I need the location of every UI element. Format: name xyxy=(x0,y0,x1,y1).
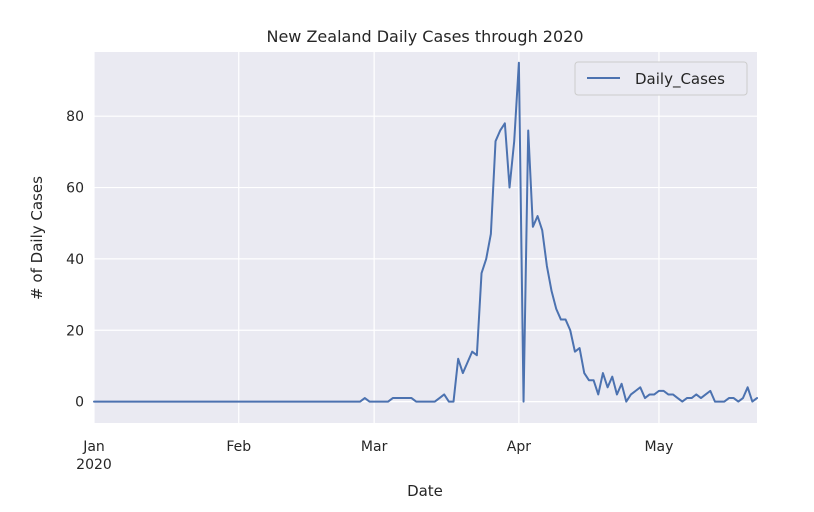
legend-label: Daily_Cases xyxy=(635,70,725,89)
series-line-daily-cases xyxy=(93,61,758,403)
y-tick-label: 0 xyxy=(75,395,84,411)
x-tick-label: Mar xyxy=(361,439,388,455)
legend: Daily_Cases xyxy=(574,61,748,96)
chart-title: New Zealand Daily Cases through 2020 xyxy=(266,27,583,46)
grid-lines xyxy=(93,52,757,423)
y-tick-label: 80 xyxy=(66,109,84,125)
y-tick-label: 60 xyxy=(66,181,84,197)
x-tick-sublabel: 2020 xyxy=(76,457,112,473)
series-group xyxy=(93,61,758,403)
legend-box xyxy=(574,61,748,96)
y-tick-labels: 0 20 40 60 80 xyxy=(66,109,84,410)
y-axis-label: # of Daily Cases xyxy=(28,176,46,300)
plot-area xyxy=(94,52,757,423)
x-tick-label: May xyxy=(644,439,673,455)
x-tick-labels: Jan 2020 Feb Mar Apr May xyxy=(76,439,673,473)
x-axis-label: Date xyxy=(407,482,443,500)
x-tick-label: Jan xyxy=(82,439,105,455)
x-tick-label: Feb xyxy=(226,439,251,455)
y-tick-label: 40 xyxy=(66,252,84,268)
y-tick-label: 20 xyxy=(66,323,84,339)
x-tick-label: Apr xyxy=(507,439,531,455)
